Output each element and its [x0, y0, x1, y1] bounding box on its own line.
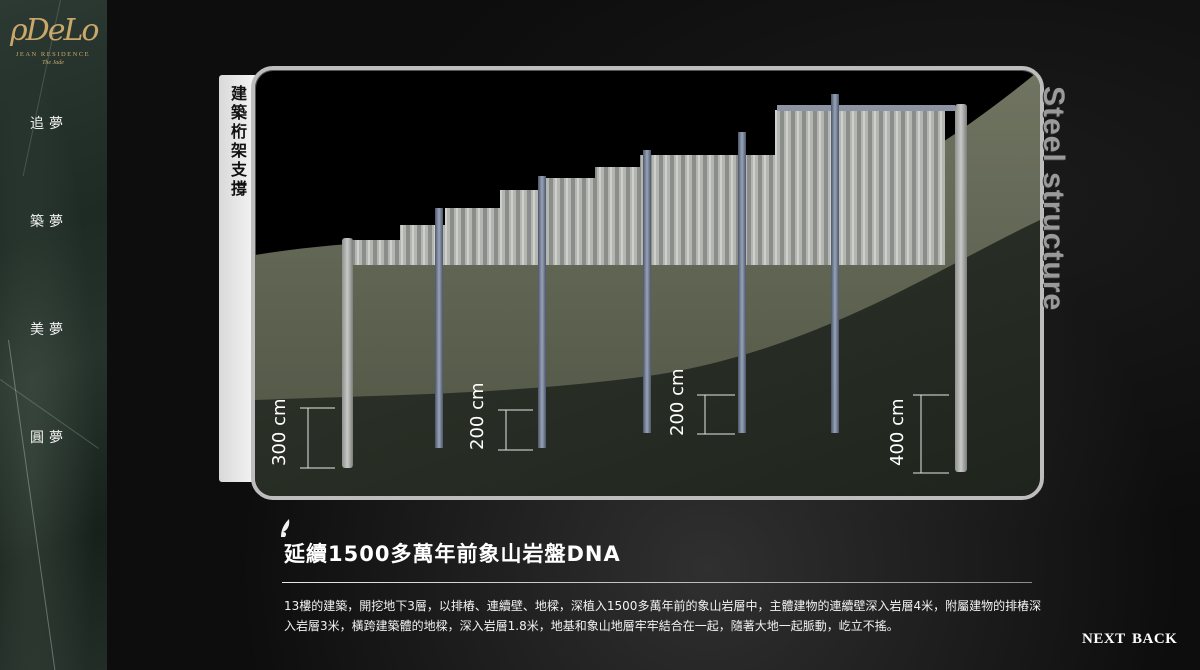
- sidebar: ρDeLo JEAN RESIDENCE The Jade 追夢 築夢 美夢 圓…: [0, 0, 107, 670]
- article-heading: 延續1500多萬年前象山岩盤DNA: [284, 542, 621, 566]
- dimension-200cm-right: 200 cm: [667, 368, 688, 436]
- logo-line-2: The Jade: [42, 60, 64, 66]
- dimension-400cm: 400 cm: [887, 398, 908, 466]
- pile-wall: [350, 110, 945, 265]
- nav-item-chase-dream[interactable]: 追夢: [30, 116, 68, 132]
- steel-column: [643, 150, 651, 433]
- pile-column: [955, 104, 967, 472]
- steel-column: [738, 132, 746, 433]
- diagram-side-label: 建築桁架支撐: [219, 75, 255, 482]
- logo-line-1: JEAN RESIDENCE: [15, 51, 91, 58]
- dimension-200cm-left: 200 cm: [467, 382, 488, 450]
- pile-column: [342, 238, 353, 468]
- diagram-title: Steel structure: [1037, 86, 1070, 312]
- steel-column: [435, 208, 443, 448]
- side-label-text: 建築桁架支撐: [228, 85, 247, 199]
- dimension-300cm: 300 cm: [269, 398, 290, 466]
- rock-layer: [255, 220, 1040, 496]
- steel-structure-diagram: 300 cm 200 cm 200 cm 400 cm: [251, 66, 1044, 500]
- article-body: 13樓的建築，開挖地下3層，以排樁、連續壁、地樑，深植入1500多萬年前的象山岩…: [284, 599, 1042, 633]
- logo-mark: ρDeLo: [10, 13, 99, 48]
- back-button[interactable]: BACK: [1132, 631, 1178, 647]
- steel-column: [831, 94, 839, 433]
- next-button[interactable]: NEXT: [1082, 631, 1126, 647]
- nav-item-beautiful-dream[interactable]: 美夢: [30, 322, 68, 338]
- nav-item-build-dream[interactable]: 築夢: [30, 214, 68, 230]
- nav-item-fulfil-dream[interactable]: 圓夢: [30, 430, 68, 446]
- steel-top-beam: [777, 105, 955, 111]
- structure-illustration: [255, 70, 1040, 496]
- heading-divider: [282, 582, 1032, 583]
- butterfly-icon: [281, 519, 290, 537]
- steel-column: [538, 176, 546, 448]
- brand-logo[interactable]: ρDeLo JEAN RESIDENCE The Jade: [10, 12, 99, 80]
- dimension-markers: [300, 394, 949, 474]
